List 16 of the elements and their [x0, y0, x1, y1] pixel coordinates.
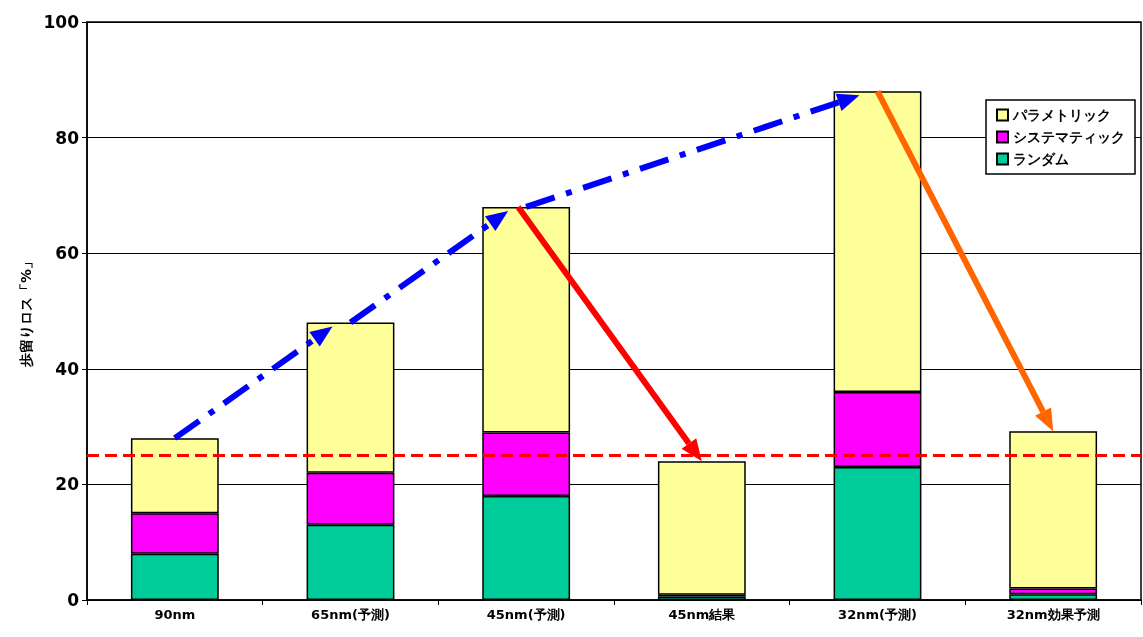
x-tick-label: 45nm結果: [668, 607, 737, 622]
x-tick-label: 45nm(予測): [486, 607, 566, 622]
x-tick-label: 32nm(予測): [838, 607, 917, 622]
y-tick-label: 0: [67, 590, 80, 610]
x-tick-label: 32nm効果予測: [1006, 607, 1100, 622]
y-axis-title: 歩留りロス「%」: [17, 254, 34, 369]
x-tick-label: 65nm(予測): [311, 607, 390, 622]
y-tick-label: 100: [43, 12, 80, 32]
y-tick-label: 40: [55, 358, 80, 379]
y-tick-label: 20: [55, 474, 80, 495]
legend-label: パラメトリック: [1012, 107, 1111, 123]
y-tick-label: 80: [55, 127, 80, 148]
legend-label: システマティック: [1013, 129, 1125, 145]
legend-label: ランダム: [1013, 151, 1069, 167]
y-tick-label: 60: [55, 243, 80, 264]
x-tick-label: 90nm: [154, 607, 196, 622]
